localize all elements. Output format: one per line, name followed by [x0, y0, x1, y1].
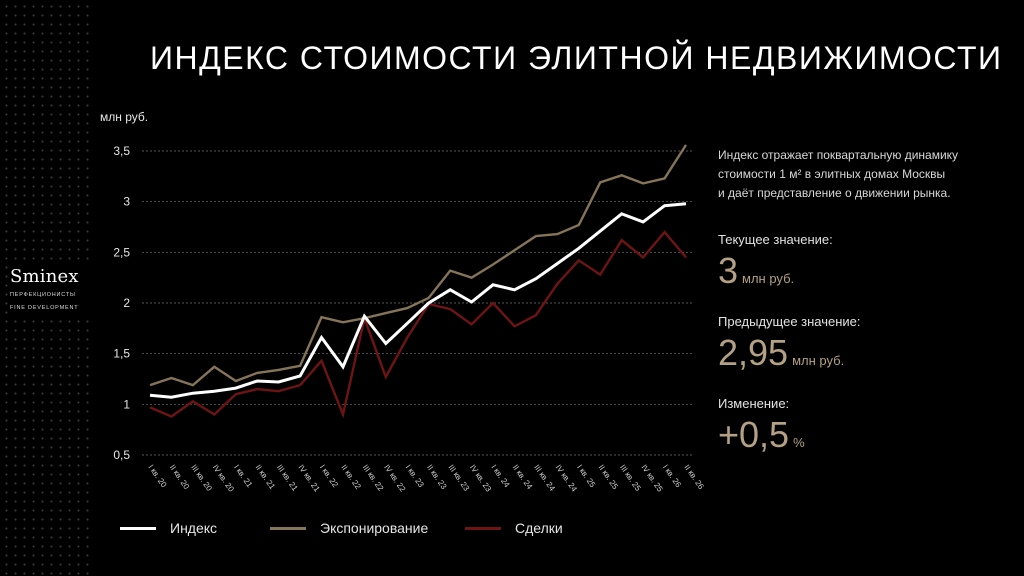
- series-line: [149, 230, 687, 419]
- change-label: Изменение:: [718, 396, 790, 411]
- x-tick-label: I кв. 21: [232, 463, 254, 490]
- change-value: +0,5: [718, 414, 790, 455]
- series-line: [149, 144, 688, 387]
- y-tick-label: 3: [123, 195, 130, 209]
- current-value: 3: [718, 250, 739, 291]
- legend-swatch: [120, 526, 156, 530]
- x-tick-label: II кв. 26: [682, 463, 706, 491]
- y-tick-label: 2: [123, 296, 130, 310]
- y-tick-label: 0,5: [113, 448, 130, 462]
- legend-item-index: Индекс: [120, 520, 217, 536]
- brand-block: Sminex ПЕРФЕКЦИОНИСТЫ FINE DEVELOPMENT: [10, 264, 92, 319]
- previous-value: 2,95: [718, 332, 789, 373]
- description: Индекс отражает поквартальную динамику с…: [718, 146, 958, 203]
- legend-label: Сделки: [515, 520, 563, 536]
- y-tick-label: 3,5: [113, 144, 130, 158]
- x-tick-label: II кв. 24: [511, 463, 535, 491]
- description-line: стоимости 1 м² в элитных домах Москвы: [718, 167, 946, 181]
- description-line: и даёт представление о движении рынка.: [718, 186, 951, 200]
- legend-item-exposure: Экспонирование: [270, 520, 428, 536]
- legend-label: Экспонирование: [320, 520, 429, 536]
- current-label: Текущее значение:: [718, 232, 833, 247]
- y-tick-label: 2,5: [113, 245, 130, 259]
- legend-swatch: [270, 526, 306, 530]
- brand-tagline-1: ПЕРФЕКЦИОНИСТЫ: [10, 292, 76, 298]
- legend-swatch: [465, 526, 501, 530]
- y-tick-label: 1,5: [113, 347, 130, 361]
- legend-label: Индекс: [170, 520, 218, 536]
- x-tick-label: I кв. 24: [489, 463, 511, 490]
- x-tick-label: II кв. 22: [339, 463, 363, 491]
- x-tick-label: II кв. 21: [254, 463, 278, 491]
- x-tick-label: II кв. 20: [168, 463, 192, 491]
- description-line: Индекс отражает поквартальную динамику: [718, 148, 959, 162]
- x-tick-label: I кв. 25: [575, 463, 597, 490]
- y-tick-label: 1: [123, 397, 130, 411]
- brand-tagline-2: FINE DEVELOPMENT: [10, 305, 79, 311]
- y-axis-label: млн руб.: [100, 110, 149, 124]
- previous-label: Предыдущее значение:: [718, 314, 861, 329]
- change-unit: %: [793, 435, 805, 450]
- x-tick-label: I кв. 22: [318, 463, 340, 490]
- current-value-row: 3 млн руб.: [718, 250, 794, 292]
- x-tick-label: I кв. 23: [404, 463, 426, 490]
- x-tick-label: II кв. 23: [425, 463, 449, 491]
- series-line: [149, 202, 687, 399]
- x-tick-label: II кв. 25: [597, 463, 621, 491]
- previous-unit: млн руб.: [792, 353, 845, 368]
- page-title: ИНДЕКС СТОИМОСТИ ЭЛИТНОЙ НЕДВИЖИМОСТИ: [150, 40, 1003, 76]
- previous-value-row: 2,95 млн руб.: [718, 332, 844, 374]
- x-tick-label: I кв. 20: [146, 463, 168, 490]
- legend-item-deals: Сделки: [465, 520, 563, 536]
- current-unit: млн руб.: [742, 271, 795, 286]
- brand-logo: Sminex: [10, 266, 79, 287]
- change-value-row: +0,5%: [718, 414, 805, 456]
- x-tick-label: I кв. 26: [661, 463, 683, 490]
